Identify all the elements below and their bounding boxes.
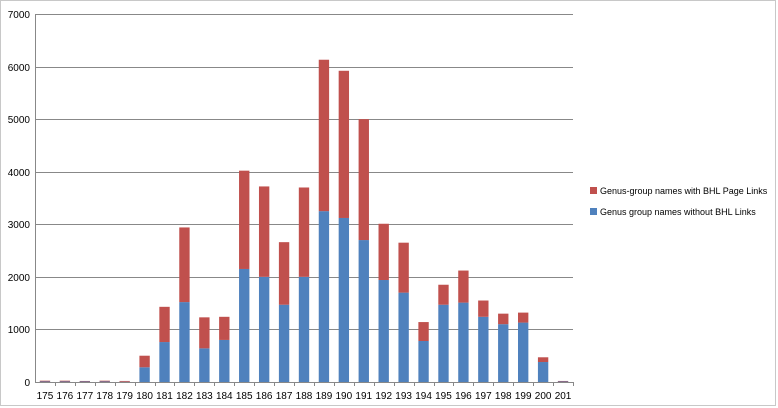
legend-swatch xyxy=(590,187,597,194)
bar-segment-without-links xyxy=(239,268,250,382)
bar-segment-without-links xyxy=(438,304,449,382)
x-axis: 175 176 177 178 179 180 181 182 183 184 185 186 187 1… xyxy=(35,382,574,402)
x-tick-label: 181 xyxy=(156,391,173,402)
x-tick-label: 184 xyxy=(216,391,233,402)
x-tick-label: 177 xyxy=(76,391,93,402)
bar-segment-without-links xyxy=(378,280,389,382)
x-tick-label: 194 xyxy=(415,391,432,402)
bar-segment-with-links xyxy=(418,322,429,341)
y-tick-label: 3000 xyxy=(8,220,31,231)
bar-segment-with-links xyxy=(498,313,509,325)
bar-segment-without-links xyxy=(557,381,569,382)
x-tick-label: 180 xyxy=(136,391,153,402)
x-tick-label: 198 xyxy=(495,391,512,402)
bar-segment-without-links xyxy=(498,324,509,382)
legend-swatch xyxy=(590,208,597,215)
bar-segment-with-links xyxy=(119,380,130,382)
y-tick-label: 7000 xyxy=(8,10,31,21)
x-tick-label: 183 xyxy=(196,391,213,402)
bar-segment-with-links xyxy=(458,270,469,303)
bar-segment-without-links xyxy=(298,276,310,382)
x-tick-label: 191 xyxy=(355,391,372,402)
bar-segment-without-links xyxy=(99,381,110,382)
bar-segment-without-links xyxy=(159,342,170,382)
bar-segment-with-links xyxy=(358,119,369,241)
y-axis: 0 1000 2000 3000 4000 5000 6000 7000 xyxy=(8,10,36,389)
bar-segment-without-links xyxy=(338,217,350,382)
x-tick-label: 187 xyxy=(276,391,293,402)
bar-segment-without-links xyxy=(418,340,429,382)
bar-segment-without-links xyxy=(79,381,90,382)
y-tick-label: 5000 xyxy=(8,115,31,126)
x-tick-label: 175 xyxy=(37,391,54,402)
bar-segment-with-links xyxy=(478,300,489,317)
bar-segment-without-links xyxy=(518,322,529,382)
legend-label: Genus group names without BHL Links xyxy=(600,207,756,217)
y-tick-label: 0 xyxy=(24,378,30,389)
bar-segment-with-links xyxy=(59,380,71,382)
y-tick-label: 2000 xyxy=(8,273,31,284)
x-tick-label: 179 xyxy=(116,391,133,402)
y-tick-label: 1000 xyxy=(8,325,31,336)
x-tick-label: 182 xyxy=(176,391,193,402)
bar-segment-with-links xyxy=(537,357,549,363)
bar-segment-without-links xyxy=(59,381,71,382)
x-tick-label: 176 xyxy=(57,391,74,402)
bar-segment-with-links xyxy=(258,186,270,277)
bar-segment-without-links xyxy=(219,339,230,382)
bar-segment-with-links xyxy=(398,242,409,293)
x-tick-label: 178 xyxy=(96,391,113,402)
x-tick-label: 192 xyxy=(375,391,392,402)
bar-segment-with-links xyxy=(378,223,389,281)
bar-segment-with-links xyxy=(557,380,569,382)
bar-segment-without-links xyxy=(258,276,270,382)
bar-segment-without-links xyxy=(199,348,210,382)
x-tick-label: 199 xyxy=(515,391,532,402)
bar-segment-without-links xyxy=(39,381,51,382)
y-tick-label: 6000 xyxy=(8,63,31,74)
bar-segment-with-links xyxy=(159,306,170,343)
x-tick-label: 189 xyxy=(316,391,333,402)
bar-segment-with-links xyxy=(278,242,290,305)
x-tick-label: 201 xyxy=(555,391,572,402)
bar-segment-with-links xyxy=(518,312,529,323)
bar-segment-without-links xyxy=(458,302,469,382)
bar-segment-without-links xyxy=(318,211,330,382)
x-tick-label: 200 xyxy=(535,391,552,402)
bar-segment-without-links xyxy=(139,367,150,382)
bar-segment-without-links xyxy=(358,240,369,382)
bar-segment-with-links xyxy=(438,284,449,305)
bar-segment-without-links xyxy=(398,292,409,382)
bar-segment-with-links xyxy=(219,316,230,340)
bars xyxy=(39,59,569,382)
x-tick-label: 186 xyxy=(256,391,273,402)
bar-segment-with-links xyxy=(99,380,110,382)
x-tick-label: 190 xyxy=(336,391,353,402)
bar-segment-without-links xyxy=(537,362,549,382)
bar-segment-with-links xyxy=(79,380,90,382)
bar-segment-without-links xyxy=(478,316,489,382)
x-tick-label: 185 xyxy=(236,391,253,402)
bar-segment-with-links xyxy=(39,380,51,382)
bar-segment-without-links xyxy=(278,304,290,382)
bar-segment-with-links xyxy=(298,187,310,277)
bar-segment-with-links xyxy=(199,317,210,349)
bar-segment-with-links xyxy=(318,59,330,212)
x-tick-label: 193 xyxy=(395,391,412,402)
x-tick-label: 197 xyxy=(475,391,492,402)
bar-segment-with-links xyxy=(179,227,190,303)
legend: Genus-group names with BHL Page Links Gen… xyxy=(590,186,768,217)
y-tick-label: 4000 xyxy=(8,168,31,179)
x-tick-label: 188 xyxy=(296,391,313,402)
bar-segment-with-links xyxy=(338,70,350,218)
bar-segment-with-links xyxy=(239,170,250,269)
x-tick-label: 196 xyxy=(455,391,472,402)
legend-label: Genus-group names with BHL Page Links xyxy=(600,186,768,196)
x-tick-label: 195 xyxy=(435,391,452,402)
bar-segment-without-links xyxy=(179,302,190,382)
bar-segment-with-links xyxy=(139,355,150,368)
